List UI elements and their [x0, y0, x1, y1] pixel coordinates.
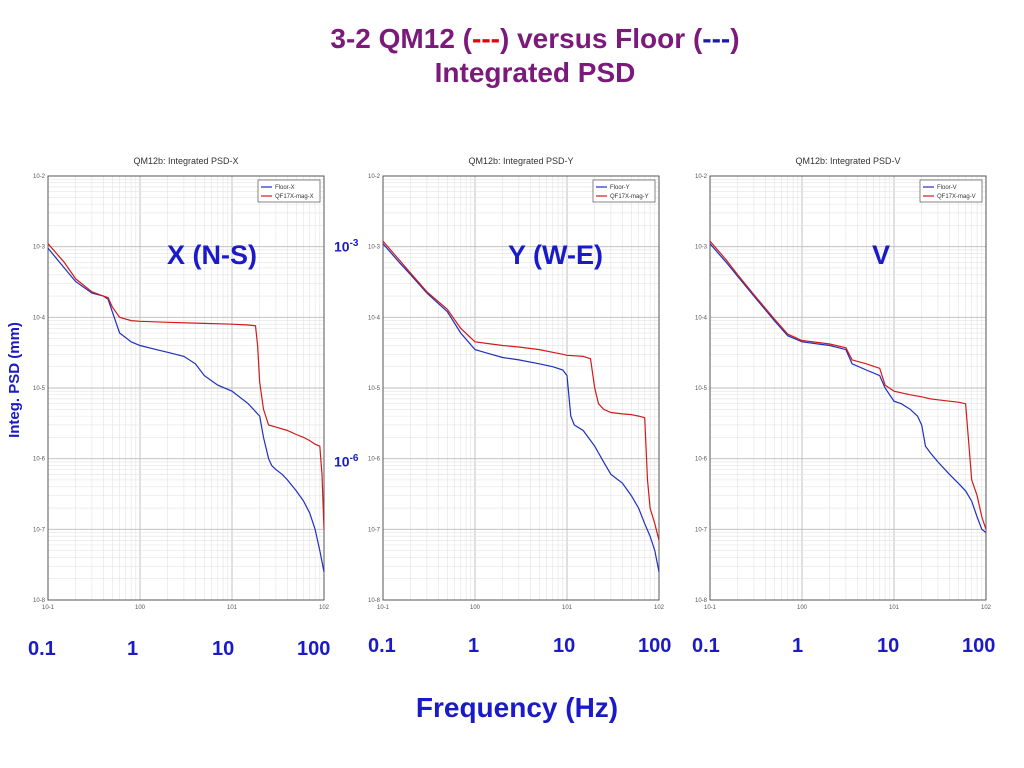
y-tick-label: 10-4 — [33, 315, 46, 321]
x-tick-10-x: 10 — [212, 638, 235, 660]
x-tick-label: 101 — [889, 605, 900, 611]
y-tick-lower-exp: -6 — [349, 453, 359, 464]
chart-v: QM12b: Integrated PSD-V 10-1 100 101 102 10-8… — [695, 156, 992, 611]
chart-panel-y: QM12b: Integrated PSD-Y 10-1 100 101 102 10-8… — [365, 148, 665, 618]
chart-title: QM12b: Integrated PSD-Y — [468, 156, 573, 166]
y-tick-label: 10-7 — [33, 527, 46, 533]
legend-label: Floor-X — [275, 185, 295, 191]
y-tick-label: 10-5 — [695, 386, 708, 392]
x-tick-0p1-v: 0.1 — [692, 635, 720, 657]
title-part-1: 3-2 QM12 ( — [330, 23, 473, 54]
chart-panel-v: QM12b: Integrated PSD-V 10-1 100 101 102 10-8… — [692, 148, 992, 618]
y-tick-upper: 10-3 — [334, 238, 358, 255]
y-tick-label: 10-2 — [695, 174, 708, 180]
series-line-floor — [709, 243, 987, 534]
x-tick-label: 10-1 — [42, 605, 55, 611]
y-tick-label: 10-6 — [695, 457, 708, 463]
title-part-2: ) versus Floor ( — [500, 23, 703, 54]
series-line-magnet — [382, 240, 660, 541]
x-tick-label: 100 — [797, 605, 808, 611]
legend-label: Floor-Y — [610, 185, 630, 191]
y-tick-upper-exp: -3 — [349, 238, 359, 249]
chart-panel-x: QM12b: Integrated PSD-X 10-1 100 101 102 10-8… — [30, 148, 330, 618]
grid — [709, 176, 986, 601]
overlay-label-x: X (N-S) — [167, 240, 257, 270]
legend-box — [257, 179, 321, 203]
series-line-floor — [382, 243, 660, 573]
x-tick-label: 100 — [470, 605, 481, 611]
chart-y: QM12b: Integrated PSD-Y 10-1 100 101 102 10-8… — [368, 156, 665, 611]
title-part-3: ) — [730, 23, 740, 54]
y-tick-label: 10-3 — [695, 245, 708, 251]
legend: Floor-V QF17X-mag-V — [919, 179, 983, 203]
x-tick-1-x: 1 — [127, 638, 139, 660]
x-axis-label: Frequency (Hz) — [415, 692, 619, 723]
series-line-floor — [47, 247, 325, 573]
title-line-2: Integrated PSD — [434, 57, 636, 88]
y-tick-label: 10-2 — [368, 174, 381, 180]
chart-x: QM12b: Integrated PSD-X 10-1 100 101 102 10-8… — [33, 156, 330, 611]
x-tick-100-x: 100 — [297, 638, 331, 660]
legend: Floor-X QF17X-mag-X — [257, 179, 321, 203]
plot-frame — [709, 175, 987, 601]
y-tick-label: 10-3 — [368, 245, 381, 251]
grid — [382, 176, 659, 601]
plot-frame — [382, 175, 660, 601]
grid — [47, 176, 324, 601]
title-dash-floor: --- — [702, 23, 731, 54]
x-tick-1-y: 1 — [468, 635, 480, 657]
y-tick-lower-base: 10 — [334, 453, 350, 470]
series-line-magnet — [47, 243, 325, 530]
x-tick-0p1-x: 0.1 — [28, 638, 56, 660]
x-tick-0p1-y: 0.1 — [368, 635, 396, 657]
legend-label: QF17X-mag-X — [275, 194, 314, 200]
chart-title: QM12b: Integrated PSD-V — [795, 156, 900, 166]
y-tick-label: 10-7 — [695, 527, 708, 533]
legend-label: Floor-V — [937, 185, 957, 191]
legend-box — [919, 179, 983, 203]
y-tick-label: 10-8 — [695, 598, 708, 604]
y-tick-label: 10-5 — [368, 386, 381, 392]
y-tick-label: 10-7 — [368, 527, 381, 533]
legend: Floor-Y QF17X-mag-Y — [592, 179, 656, 203]
legend-label: QF17X-mag-Y — [610, 194, 649, 200]
overlay-label-v: V — [872, 240, 891, 270]
y-tick-label: 10-5 — [33, 386, 46, 392]
x-tick-10-v: 10 — [877, 635, 900, 657]
x-tick-label: 102 — [319, 605, 330, 611]
y-tick-label: 10-8 — [368, 598, 381, 604]
chart-title: QM12b: Integrated PSD-X — [133, 156, 238, 166]
y-tick-label: 10-2 — [33, 174, 46, 180]
x-tick-1-v: 1 — [792, 635, 804, 657]
x-tick-label: 102 — [981, 605, 992, 611]
y-tick-label: 10-4 — [695, 315, 708, 321]
x-tick-100-y: 100 — [638, 635, 672, 657]
x-tick-100-v: 100 — [962, 635, 996, 657]
y-tick-label: 10-6 — [368, 457, 381, 463]
x-tick-label: 100 — [135, 605, 146, 611]
y-tick-label: 10-3 — [33, 245, 46, 251]
y-tick-lower: 10-6 — [334, 453, 358, 470]
y-tick-label: 10-4 — [368, 315, 381, 321]
legend-box — [592, 179, 656, 203]
x-tick-label: 10-1 — [704, 605, 717, 611]
x-tick-label: 102 — [654, 605, 665, 611]
overlay-label-y: Y (W-E) — [508, 240, 603, 270]
legend-label: QF17X-mag-V — [937, 194, 976, 200]
title-dash-magnet: --- — [472, 23, 500, 54]
series-line-magnet — [709, 240, 987, 530]
y-tick-label: 10-6 — [33, 457, 46, 463]
plot-frame — [47, 175, 325, 601]
y-axis-label: Integ. PSD (mm) — [6, 322, 23, 438]
slide-title: 3-2 QM12 (---) versus Floor (---) Integr… — [0, 22, 1024, 90]
y-tick-upper-base: 10 — [334, 238, 350, 255]
x-tick-10-y: 10 — [553, 635, 576, 657]
y-tick-label: 10-8 — [33, 598, 46, 604]
x-tick-label: 101 — [562, 605, 573, 611]
x-tick-label: 101 — [227, 605, 238, 611]
x-tick-label: 10-1 — [377, 605, 390, 611]
